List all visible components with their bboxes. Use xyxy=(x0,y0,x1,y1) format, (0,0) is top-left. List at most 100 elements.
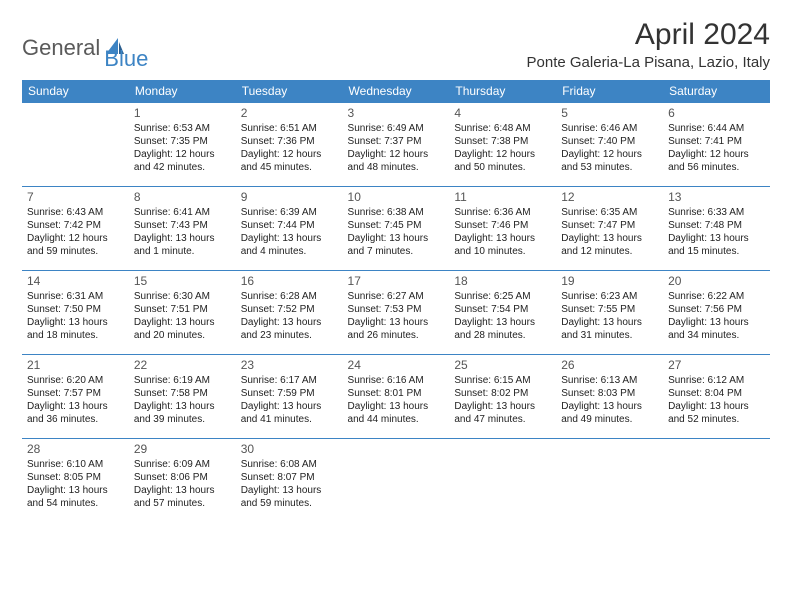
calendar-day-cell: 7Sunrise: 6:43 AMSunset: 7:42 PMDaylight… xyxy=(22,187,129,271)
logo-text-general: General xyxy=(22,35,100,61)
day-number: 9 xyxy=(241,190,338,204)
day-number: 27 xyxy=(668,358,765,372)
day-number: 6 xyxy=(668,106,765,120)
day-info: Sunrise: 6:13 AMSunset: 8:03 PMDaylight:… xyxy=(561,374,658,426)
day-info: Sunrise: 6:48 AMSunset: 7:38 PMDaylight:… xyxy=(454,122,551,174)
calendar-day-cell: 28 Sunrise: 6:10 AMSunset: 8:05 PMDayligh… xyxy=(22,439,129,523)
calendar-day-cell: 3Sunrise: 6:49 AMSunset: 7:37 PMDaylight… xyxy=(343,103,450,187)
day-info: Sunrise: 6:10 AMSunset: 8:05 PMDaylight:… xyxy=(27,458,124,510)
calendar-day-cell: 4 Sunrise: 6:48 AMSunset: 7:38 PMDaylight… xyxy=(449,103,556,187)
day-info: Sunrise: 6:44 AMSunset: 7:41 PMDaylight:… xyxy=(668,122,765,174)
calendar-day-cell: 12 Sunrise: 6:35 AMSunset: 7:47 PMDayligh… xyxy=(556,187,663,271)
day-number: 22 xyxy=(134,358,231,372)
calendar-day-cell: 8 Sunrise: 6:41 AMSunset: 7:43 PMDaylight… xyxy=(129,187,236,271)
day-number: 11 xyxy=(454,190,551,204)
calendar-day-cell: 25Sunrise: 6:15 AMSunset: 8:02 PMDayligh… xyxy=(449,355,556,439)
day-info: Sunrise: 6:25 AMSunset: 7:54 PMDaylight:… xyxy=(454,290,551,342)
calendar-day-cell: 29Sunrise: 6:09 AMSunset: 8:06 PMDayligh… xyxy=(129,439,236,523)
day-number: 2 xyxy=(241,106,338,120)
calendar-day-cell xyxy=(556,439,663,523)
calendar-day-cell: 18 Sunrise: 6:25 AMSunset: 7:54 PMDayligh… xyxy=(449,271,556,355)
day-info: Sunrise: 6:35 AMSunset: 7:47 PMDaylight:… xyxy=(561,206,658,258)
calendar-day-cell: 20Sunrise: 6:22 AMSunset: 7:56 PMDayligh… xyxy=(663,271,770,355)
calendar-day-cell: 17 Sunrise: 6:27 AMSunset: 7:53 PMDayligh… xyxy=(343,271,450,355)
day-number: 20 xyxy=(668,274,765,288)
calendar-day-cell xyxy=(449,439,556,523)
calendar-day-cell xyxy=(22,103,129,187)
calendar-day-cell: 19 Sunrise: 6:23 AMSunset: 7:55 PMDayligh… xyxy=(556,271,663,355)
calendar-day-cell: 27 Sunrise: 6:12 AMSunset: 8:04 PMDayligh… xyxy=(663,355,770,439)
calendar-day-cell: 5 Sunrise: 6:46 AMSunset: 7:40 PMDaylight… xyxy=(556,103,663,187)
day-info: Sunrise: 6:51 AMSunset: 7:36 PMDaylight:… xyxy=(241,122,338,174)
day-number: 18 xyxy=(454,274,551,288)
day-info: Sunrise: 6:20 AMSunset: 7:57 PMDaylight:… xyxy=(27,374,124,426)
calendar-week-row: 7Sunrise: 6:43 AMSunset: 7:42 PMDaylight… xyxy=(22,187,770,271)
day-number: 7 xyxy=(27,190,124,204)
calendar-day-cell: 22 Sunrise: 6:19 AMSunset: 7:58 PMDayligh… xyxy=(129,355,236,439)
day-info: Sunrise: 6:31 AMSunset: 7:50 PMDaylight:… xyxy=(27,290,124,342)
day-info: Sunrise: 6:12 AMSunset: 8:04 PMDaylight:… xyxy=(668,374,765,426)
day-number: 24 xyxy=(348,358,445,372)
day-number: 30 xyxy=(241,442,338,456)
day-number: 17 xyxy=(348,274,445,288)
calendar-day-cell: 16 Sunrise: 6:28 AMSunset: 7:52 PMDayligh… xyxy=(236,271,343,355)
calendar-day-cell: 26 Sunrise: 6:13 AMSunset: 8:03 PMDayligh… xyxy=(556,355,663,439)
day-info: Sunrise: 6:28 AMSunset: 7:52 PMDaylight:… xyxy=(241,290,338,342)
calendar-day-cell xyxy=(343,439,450,523)
day-info: Sunrise: 6:08 AMSunset: 8:07 PMDaylight:… xyxy=(241,458,338,510)
day-info: Sunrise: 6:33 AMSunset: 7:48 PMDaylight:… xyxy=(668,206,765,258)
day-number: 26 xyxy=(561,358,658,372)
day-number: 12 xyxy=(561,190,658,204)
weekday-header: Saturday xyxy=(663,80,770,103)
day-info: Sunrise: 6:15 AMSunset: 8:02 PMDaylight:… xyxy=(454,374,551,426)
day-number: 13 xyxy=(668,190,765,204)
calendar-day-cell: 30 Sunrise: 6:08 AMSunset: 8:07 PMDayligh… xyxy=(236,439,343,523)
calendar-day-cell: 11 Sunrise: 6:36 AMSunset: 7:46 PMDayligh… xyxy=(449,187,556,271)
day-number: 21 xyxy=(27,358,124,372)
calendar-body: 1 Sunrise: 6:53 AMSunset: 7:35 PMDaylight… xyxy=(22,103,770,523)
weekday-header: Friday xyxy=(556,80,663,103)
day-number: 1 xyxy=(134,106,231,120)
day-number: 10 xyxy=(348,190,445,204)
calendar-day-cell: 15Sunrise: 6:30 AMSunset: 7:51 PMDayligh… xyxy=(129,271,236,355)
calendar-day-cell: 10 Sunrise: 6:38 AMSunset: 7:45 PMDayligh… xyxy=(343,187,450,271)
day-info: Sunrise: 6:53 AMSunset: 7:35 PMDaylight:… xyxy=(134,122,231,174)
calendar-day-cell: 13 Sunrise: 6:33 AMSunset: 7:48 PMDayligh… xyxy=(663,187,770,271)
day-number: 4 xyxy=(454,106,551,120)
day-number: 8 xyxy=(134,190,231,204)
day-info: Sunrise: 6:17 AMSunset: 7:59 PMDaylight:… xyxy=(241,374,338,426)
logo-text-blue: Blue xyxy=(104,46,148,72)
calendar-table: SundayMondayTuesdayWednesdayThursdayFrid… xyxy=(22,80,770,523)
day-number: 19 xyxy=(561,274,658,288)
weekday-header: Tuesday xyxy=(236,80,343,103)
day-number: 16 xyxy=(241,274,338,288)
calendar-day-cell xyxy=(663,439,770,523)
day-info: Sunrise: 6:09 AMSunset: 8:06 PMDaylight:… xyxy=(134,458,231,510)
calendar-header-row: SundayMondayTuesdayWednesdayThursdayFrid… xyxy=(22,80,770,103)
calendar-week-row: 1 Sunrise: 6:53 AMSunset: 7:35 PMDaylight… xyxy=(22,103,770,187)
day-info: Sunrise: 6:36 AMSunset: 7:46 PMDaylight:… xyxy=(454,206,551,258)
day-info: Sunrise: 6:46 AMSunset: 7:40 PMDaylight:… xyxy=(561,122,658,174)
calendar-day-cell: 24Sunrise: 6:16 AMSunset: 8:01 PMDayligh… xyxy=(343,355,450,439)
calendar-day-cell: 9 Sunrise: 6:39 AMSunset: 7:44 PMDaylight… xyxy=(236,187,343,271)
day-number: 23 xyxy=(241,358,338,372)
weekday-header: Sunday xyxy=(22,80,129,103)
day-number: 14 xyxy=(27,274,124,288)
day-info: Sunrise: 6:30 AMSunset: 7:51 PMDaylight:… xyxy=(134,290,231,342)
weekday-header: Monday xyxy=(129,80,236,103)
day-info: Sunrise: 6:39 AMSunset: 7:44 PMDaylight:… xyxy=(241,206,338,258)
day-info: Sunrise: 6:27 AMSunset: 7:53 PMDaylight:… xyxy=(348,290,445,342)
day-number: 5 xyxy=(561,106,658,120)
day-info: Sunrise: 6:41 AMSunset: 7:43 PMDaylight:… xyxy=(134,206,231,258)
day-info: Sunrise: 6:23 AMSunset: 7:55 PMDaylight:… xyxy=(561,290,658,342)
calendar-day-cell: 21 Sunrise: 6:20 AMSunset: 7:57 PMDayligh… xyxy=(22,355,129,439)
day-info: Sunrise: 6:19 AMSunset: 7:58 PMDaylight:… xyxy=(134,374,231,426)
calendar-day-cell: 14 Sunrise: 6:31 AMSunset: 7:50 PMDayligh… xyxy=(22,271,129,355)
day-info: Sunrise: 6:38 AMSunset: 7:45 PMDaylight:… xyxy=(348,206,445,258)
calendar-week-row: 28 Sunrise: 6:10 AMSunset: 8:05 PMDayligh… xyxy=(22,439,770,523)
calendar-day-cell: 1 Sunrise: 6:53 AMSunset: 7:35 PMDaylight… xyxy=(129,103,236,187)
page-title: April 2024 xyxy=(527,18,770,52)
day-info: Sunrise: 6:49 AMSunset: 7:37 PMDaylight:… xyxy=(348,122,445,174)
day-number: 28 xyxy=(27,442,124,456)
title-block: April 2024 Ponte Galeria-La Pisana, Lazi… xyxy=(527,18,770,71)
